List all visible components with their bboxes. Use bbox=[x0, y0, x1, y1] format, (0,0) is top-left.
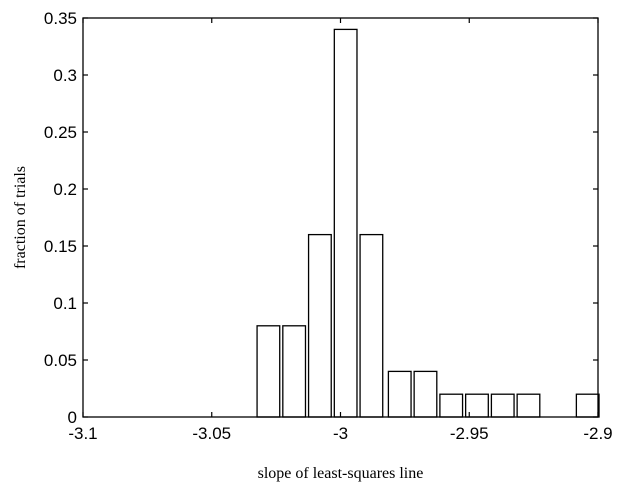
y-tick-label-7: 0.35 bbox=[44, 9, 77, 28]
histogram-bar-3 bbox=[333, 28, 358, 418]
y-tick-label-4: 0.2 bbox=[53, 180, 77, 199]
histogram-bar-0 bbox=[256, 325, 281, 418]
y-tick-label-0: 0 bbox=[68, 408, 77, 427]
x-tick-label-0: -3.1 bbox=[68, 424, 97, 443]
histogram-bar-6 bbox=[413, 370, 438, 418]
x-axis-label: slope of least-squares line bbox=[258, 465, 424, 482]
x-tick-label-3: -2.95 bbox=[450, 424, 489, 443]
histogram-bar-5 bbox=[387, 370, 412, 418]
histogram-bar-9 bbox=[490, 393, 515, 418]
y-axis-label: fraction of trials bbox=[12, 166, 29, 269]
y-tick-label-5: 0.25 bbox=[44, 123, 77, 142]
histogram-bar-11 bbox=[575, 393, 600, 418]
histogram-bar-2 bbox=[307, 233, 332, 418]
y-axis-ticks: 0 0.05 0.1 0.15 0.2 0.25 0.3 0.35 bbox=[44, 9, 598, 427]
x-tick-label-2: -3 bbox=[333, 424, 348, 443]
y-tick-label-2: 0.1 bbox=[53, 294, 77, 313]
x-tick-label-4: -2.9 bbox=[583, 424, 612, 443]
bars-layer bbox=[256, 28, 600, 418]
y-tick-label-1: 0.05 bbox=[44, 351, 77, 370]
y-tick-label-6: 0.3 bbox=[53, 66, 77, 85]
x-tick-label-1: -3.05 bbox=[192, 424, 231, 443]
histogram-bar-1 bbox=[282, 325, 307, 418]
histogram-bar-10 bbox=[516, 393, 541, 418]
histogram-bar-7 bbox=[439, 393, 464, 418]
y-tick-label-3: 0.15 bbox=[44, 237, 77, 256]
x-axis-ticks: -3.1 -3.05 -3 -2.95 -2.9 bbox=[68, 18, 613, 443]
histogram-bar-4 bbox=[359, 233, 384, 418]
